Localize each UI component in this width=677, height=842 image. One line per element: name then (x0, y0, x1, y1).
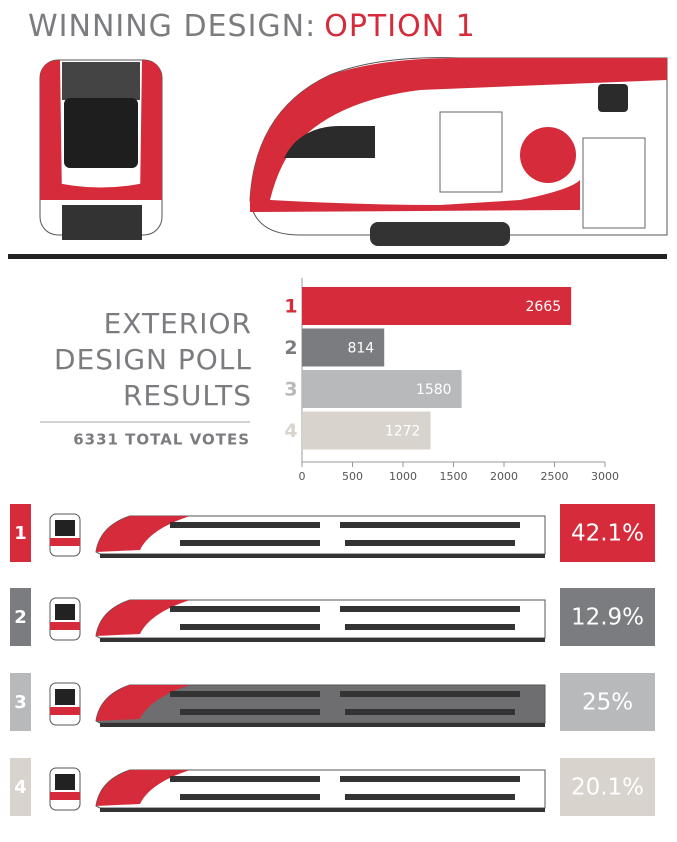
train-front-stripe (50, 622, 80, 630)
row-number-box (10, 504, 31, 562)
row-train (49, 513, 546, 558)
x-tick-label: 1500 (440, 470, 468, 483)
side-red (250, 58, 667, 212)
front-stripe (45, 180, 157, 200)
train-front-window (55, 689, 75, 705)
train-windows (170, 691, 320, 697)
train-front-window (55, 604, 75, 620)
page-title: WINNING DESIGN: OPTION 1 (28, 9, 476, 44)
side-door (582, 137, 646, 229)
x-tick-label: 2000 (490, 470, 518, 483)
share-box (560, 504, 655, 562)
row-number-box (10, 758, 31, 816)
train-windows (180, 709, 320, 715)
train-windows (170, 776, 320, 782)
train-base (100, 808, 545, 812)
y-tick-label: 1 (284, 296, 297, 318)
side-window (284, 126, 375, 158)
bar-value-label: 814 (347, 341, 374, 357)
y-tick-label: 2 (284, 337, 297, 359)
logo (520, 127, 576, 183)
x-tick-label: 3000 (591, 470, 619, 483)
train-windows (345, 794, 515, 800)
row-train (49, 597, 546, 642)
front-window (64, 98, 138, 168)
train-base (100, 638, 545, 642)
row-number-box (10, 673, 31, 731)
ground-line (8, 254, 667, 259)
bar-value-label: 2665 (526, 299, 562, 315)
row-number: 4 (14, 777, 27, 798)
row-train (49, 767, 546, 812)
train-front-stripe (50, 792, 80, 800)
x-tick-label: 500 (342, 470, 363, 483)
train-windows (340, 776, 520, 782)
train-nose (96, 685, 190, 721)
train-front-window (55, 520, 75, 536)
hero-train (8, 57, 668, 259)
title-text: WINNING DESIGN: (28, 9, 316, 44)
train-nose (96, 770, 190, 806)
train-windows (170, 522, 320, 528)
train-windows (345, 624, 515, 630)
train-windows (340, 691, 520, 697)
share-box (560, 588, 655, 646)
train-windows (180, 624, 320, 630)
train-windows (170, 606, 320, 612)
share-box (560, 673, 655, 731)
row-number: 2 (14, 607, 27, 628)
train-windows (340, 522, 520, 528)
share-label: 12.9% (571, 605, 644, 631)
share-label: 25% (582, 690, 633, 716)
train-front-stripe (50, 707, 80, 715)
bar-value-label: 1580 (416, 382, 452, 398)
side-door (439, 111, 503, 193)
row-number: 3 (14, 692, 27, 713)
side-window (598, 84, 628, 112)
front-roof (62, 62, 140, 100)
train-base (100, 554, 545, 558)
x-tick-label: 2500 (541, 470, 569, 483)
front-coupler (62, 205, 142, 240)
train-front-window (55, 774, 75, 790)
train-windows (180, 794, 320, 800)
y-tick-label: 4 (284, 420, 297, 442)
train-base (100, 723, 545, 727)
bar (302, 287, 572, 325)
x-tick-label: 0 (299, 470, 306, 483)
row-number-box (10, 588, 31, 646)
bogie (370, 222, 510, 246)
chart-subtitle: 6331 TOTAL VOTES (73, 431, 250, 449)
title-highlight: OPTION 1 (324, 9, 476, 44)
bar-value-label: 1272 (385, 424, 421, 440)
train-windows (345, 540, 515, 546)
chart-title: EXTERIOR DESIGN POLL RESULTS (54, 307, 252, 412)
x-tick-label: 1000 (389, 470, 417, 483)
share-label: 20.1% (571, 775, 644, 801)
train-front-stripe (50, 538, 80, 546)
share-label: 42.1% (571, 521, 644, 547)
row-train (49, 682, 546, 727)
bar (302, 328, 385, 367)
share-box (560, 758, 655, 816)
train-nose (96, 600, 190, 636)
y-tick-label: 3 (284, 379, 297, 401)
bar (302, 411, 431, 450)
train-windows (340, 606, 520, 612)
train-nose (96, 516, 190, 552)
row-number: 1 (14, 523, 27, 544)
bar (302, 370, 462, 408)
train-windows (180, 540, 320, 546)
train-windows (345, 709, 515, 715)
